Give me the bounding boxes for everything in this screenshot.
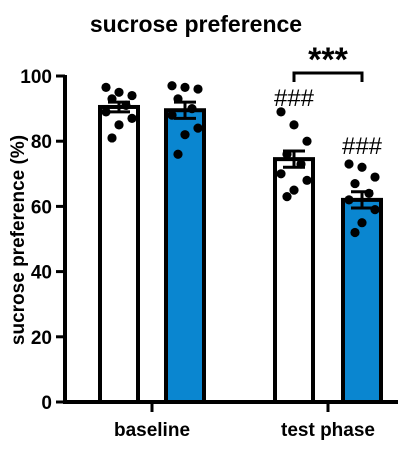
- data-point: [121, 100, 131, 110]
- chart-title: sucrose preference: [90, 11, 302, 37]
- x-tick-label: baseline: [114, 420, 190, 441]
- data-point: [350, 227, 360, 238]
- data-point: [289, 120, 299, 130]
- data-point: [127, 90, 137, 101]
- data-point: [101, 107, 111, 117]
- y-tick-label: 0: [41, 393, 52, 414]
- data-point: [193, 84, 203, 94]
- data-point: [282, 192, 292, 202]
- data-point: [344, 195, 354, 205]
- data-point: [344, 159, 354, 169]
- data-point: [193, 123, 203, 133]
- significance-hash-label: ###: [342, 133, 383, 160]
- significance-bracket-label: ***: [308, 41, 348, 79]
- data-point: [180, 130, 190, 140]
- y-tick-label: 100: [20, 67, 52, 88]
- plot-area: 0 20 40 60 80 100 baseline test phase ### ### ***: [20, 41, 398, 441]
- data-point: [276, 169, 286, 179]
- data-point: [127, 113, 137, 123]
- significance-bracket: [292, 71, 364, 82]
- data-point: [173, 94, 183, 104]
- data-point: [180, 82, 190, 93]
- data-point: [114, 87, 124, 97]
- y-tick-label: 60: [31, 197, 52, 218]
- data-point: [173, 149, 183, 159]
- data-point: [370, 205, 380, 215]
- y-tick-label: 20: [31, 328, 52, 349]
- bar: [98, 104, 140, 404]
- data-point: [364, 188, 374, 198]
- data-point: [302, 175, 312, 185]
- data-point: [370, 172, 380, 182]
- data-point: [357, 162, 367, 172]
- bar: [164, 108, 206, 404]
- y-tick-label: 40: [31, 263, 52, 284]
- data-point: [350, 178, 360, 189]
- y-axis-label: sucrose preference (%): [8, 135, 29, 345]
- data-point: [187, 104, 197, 114]
- data-point: [276, 107, 286, 117]
- data-point: [282, 149, 292, 159]
- bar: [273, 157, 315, 404]
- data-point: [167, 110, 177, 120]
- data-point: [296, 159, 306, 169]
- data-point: [107, 94, 117, 104]
- bar: [341, 197, 383, 404]
- significance-hash-label: ###: [274, 85, 315, 112]
- data-point: [114, 120, 124, 130]
- data-point: [289, 185, 299, 195]
- x-tick-label: test phase: [281, 420, 375, 441]
- data-point: [357, 218, 367, 228]
- data-point: [167, 81, 177, 91]
- data-point: [302, 136, 312, 146]
- y-tick-label: 80: [31, 132, 52, 153]
- data-point: [101, 82, 111, 93]
- data-point: [107, 133, 117, 143]
